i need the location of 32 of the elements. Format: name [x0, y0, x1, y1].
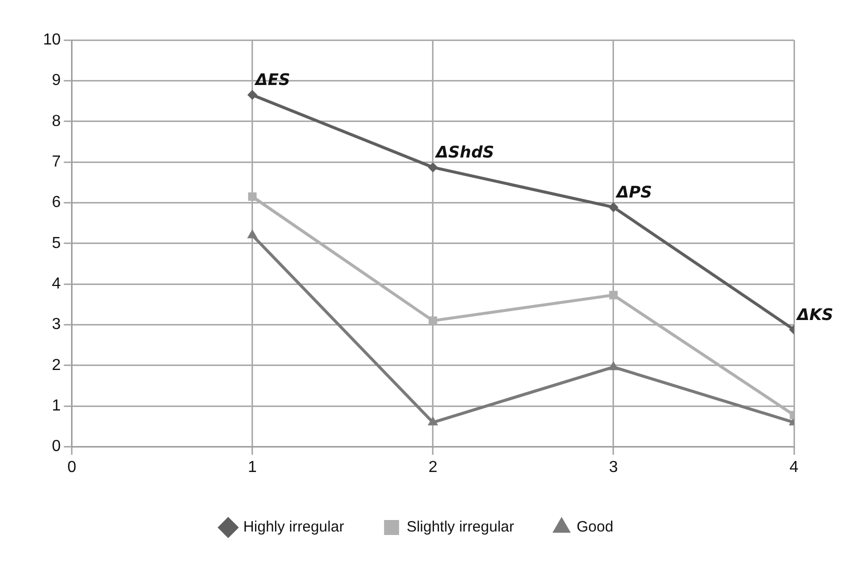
- point: [428, 316, 438, 325]
- point: [247, 229, 258, 238]
- point: [428, 416, 438, 426]
- point: [608, 361, 619, 370]
- annotation: ΔShdS: [434, 142, 494, 162]
- legend-label: Slightly irregular: [406, 518, 514, 536]
- point: [247, 90, 258, 100]
- y-tick-label: 6: [52, 194, 61, 212]
- y-tick-label: 2: [52, 356, 61, 374]
- legend-label: Highly irregular: [243, 518, 344, 536]
- point: [428, 162, 438, 172]
- x-tick-label: 2: [428, 458, 438, 476]
- annotation: ΔPS: [614, 182, 652, 202]
- point: [608, 202, 618, 212]
- y-tick-label: 7: [52, 153, 61, 170]
- y-tick-label: 10: [43, 31, 61, 48]
- x-tick-label: 3: [608, 458, 618, 476]
- y-tick-label: 1: [52, 398, 61, 415]
- point: [609, 290, 618, 300]
- annotation: ΔES: [253, 70, 290, 90]
- annotation: ΔKS: [795, 304, 834, 324]
- y-tick-label: 9: [52, 72, 61, 90]
- y-tick-label: 4: [52, 275, 61, 292]
- y-tick-label: 3: [52, 316, 61, 334]
- point: [248, 192, 257, 201]
- x-tick-label: 4: [790, 458, 799, 476]
- x-tick-label: 0: [67, 458, 76, 476]
- legend-label: Good: [576, 518, 614, 536]
- y-tick-label: 5: [52, 234, 61, 252]
- y-tick-label: 0: [52, 438, 61, 456]
- y-tick-label: 8: [52, 112, 61, 130]
- x-tick-label: 1: [248, 458, 257, 476]
